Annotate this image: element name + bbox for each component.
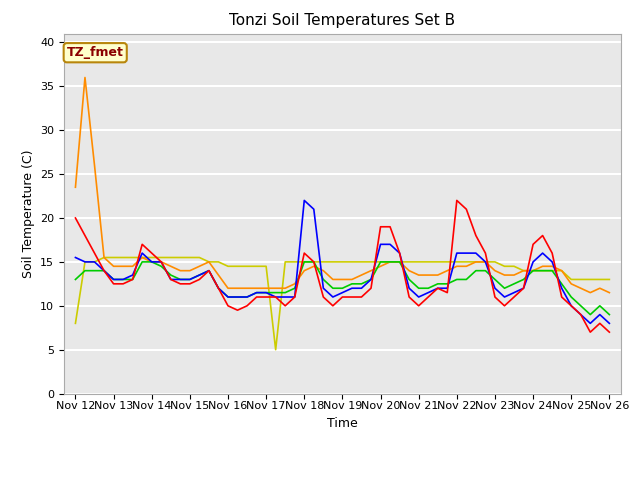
Y-axis label: Soil Temperature (C): Soil Temperature (C) — [22, 149, 35, 278]
Text: TZ_fmet: TZ_fmet — [67, 46, 124, 59]
Title: Tonzi Soil Temperatures Set B: Tonzi Soil Temperatures Set B — [229, 13, 456, 28]
X-axis label: Time: Time — [327, 417, 358, 430]
Legend: -2cm, -4cm, -8cm, -16cm, -32cm: -2cm, -4cm, -8cm, -16cm, -32cm — [145, 479, 540, 480]
